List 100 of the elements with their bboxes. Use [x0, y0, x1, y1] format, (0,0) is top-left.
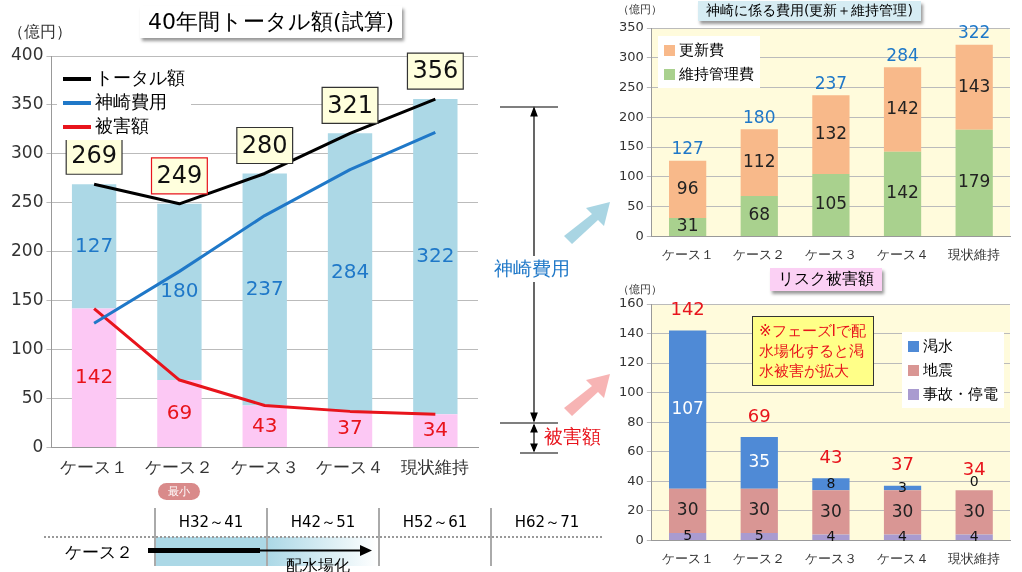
- total-label: 37: [891, 453, 914, 475]
- x-tick-label: ケース２: [733, 246, 786, 262]
- data-label: 30: [963, 500, 985, 521]
- y-axis-title: （億円）: [8, 22, 72, 43]
- data-label: 37: [337, 415, 363, 440]
- text: 被害額: [544, 424, 601, 450]
- data-label: 143: [957, 75, 991, 96]
- data-label: 69: [166, 399, 193, 424]
- total-label: 249: [156, 161, 203, 190]
- data-label: 43: [252, 412, 278, 437]
- data-label: 180: [160, 278, 199, 303]
- y-tick-label: 100: [618, 384, 644, 400]
- y-tick-label: 400: [10, 44, 44, 65]
- chart-title: リスク被害額: [770, 268, 882, 291]
- x-tick-label: 現状維持: [948, 246, 1001, 262]
- y-tick-label: 40: [627, 472, 644, 488]
- data-label: 322: [416, 242, 455, 267]
- data-label: 34: [422, 416, 449, 441]
- y-tick-label: 50: [627, 198, 644, 213]
- data-label: 96: [676, 177, 699, 198]
- total-label: 284: [886, 44, 919, 65]
- y-tick-label: 60: [627, 443, 644, 459]
- y-tick-label: 0: [635, 531, 644, 547]
- legend-label: 更新費: [678, 41, 724, 59]
- bar: [157, 380, 202, 448]
- data-label: 5: [754, 527, 764, 544]
- data-label: 4: [969, 527, 979, 544]
- x-tick-label: ケース２: [145, 457, 214, 478]
- legend-label: 神崎費用: [95, 91, 168, 112]
- legend-label: 事故・停電: [923, 385, 998, 403]
- data-label: 31: [676, 215, 699, 236]
- bar: [740, 129, 778, 196]
- legend-label: 維持管理費: [678, 65, 754, 83]
- data-label: 68: [748, 204, 771, 225]
- data-label: 132: [814, 123, 848, 143]
- data-label: 105: [814, 193, 848, 214]
- x-tick-label: ケース２: [733, 550, 786, 566]
- data-label: 142: [75, 364, 114, 389]
- total-label: 69: [747, 404, 771, 426]
- y-tick-label: 300: [10, 142, 44, 163]
- total-label: 269: [71, 141, 118, 170]
- x-tick-label: ケース１: [661, 550, 714, 566]
- x-tick-label: ケース１: [60, 457, 129, 478]
- bar: [740, 436, 778, 489]
- y-tick-label: 350: [618, 19, 644, 35]
- x-tick-label: ケース４: [876, 246, 929, 262]
- y-tick-label: 160: [618, 295, 644, 311]
- y-tick-label: 250: [618, 78, 644, 94]
- y-tick-label: 100: [10, 338, 44, 359]
- bar: [413, 99, 458, 415]
- y-tick-label: 140: [618, 324, 644, 340]
- bar: [71, 184, 117, 309]
- category-label: H32～41: [155, 508, 267, 537]
- total-label: 321: [327, 90, 373, 119]
- y-axis-title: （億円）: [618, 2, 662, 17]
- bar: [242, 173, 287, 406]
- total-label: 142: [670, 298, 705, 320]
- y-tick-label: 20: [627, 502, 644, 518]
- category-label: H52～61: [379, 508, 491, 537]
- legend-label: 渇水: [923, 337, 953, 355]
- y-tick-label: 0: [32, 436, 44, 457]
- data-label: 237: [245, 275, 284, 300]
- category-label: H42～51: [267, 508, 379, 537]
- chart-title: 40年間トータル額(試算): [140, 6, 403, 38]
- total-label: 356: [412, 56, 459, 85]
- bar: [812, 173, 850, 236]
- total-label: 280: [241, 130, 288, 159]
- legend-label: 地震: [923, 361, 953, 379]
- y-tick-label: 200: [10, 240, 44, 261]
- y-tick-label: 250: [10, 191, 44, 212]
- total-label: 180: [743, 106, 776, 127]
- bar: [955, 129, 993, 236]
- data-label: 4: [826, 527, 836, 544]
- data-label: 8: [826, 474, 836, 491]
- bar: [327, 133, 373, 412]
- data-label: 142: [886, 182, 919, 203]
- y-tick-label: 200: [618, 108, 644, 124]
- data-label: 127: [75, 232, 114, 257]
- annotation: ※フェーズⅠで配水場化すると渇水被害が拡大: [752, 316, 874, 386]
- total-label: 322: [957, 22, 991, 43]
- y-tick-label: 50: [21, 387, 44, 408]
- x-tick-label: 現状維持: [401, 457, 470, 478]
- bar: [883, 151, 922, 236]
- data-label: 107: [671, 398, 704, 419]
- data-label: 35: [748, 451, 771, 472]
- text: 神崎費用: [494, 256, 570, 282]
- data-label: 30: [820, 500, 842, 521]
- data-label: 30: [891, 500, 914, 521]
- y-tick-label: 80: [627, 413, 644, 429]
- x-tick-label: ケース３: [804, 246, 857, 262]
- legend-label: トータル額: [95, 67, 186, 88]
- x-tick-label: ケース４: [876, 550, 929, 566]
- bar: [157, 203, 202, 381]
- legend-label: 被害額: [95, 115, 150, 136]
- y-tick-label: 0: [635, 227, 644, 243]
- data-label: 284: [330, 258, 370, 283]
- x-tick-label: ケース１: [661, 246, 714, 262]
- total-label: 237: [814, 72, 848, 93]
- data-label: 112: [743, 150, 776, 171]
- y-tick-label: 350: [10, 93, 44, 114]
